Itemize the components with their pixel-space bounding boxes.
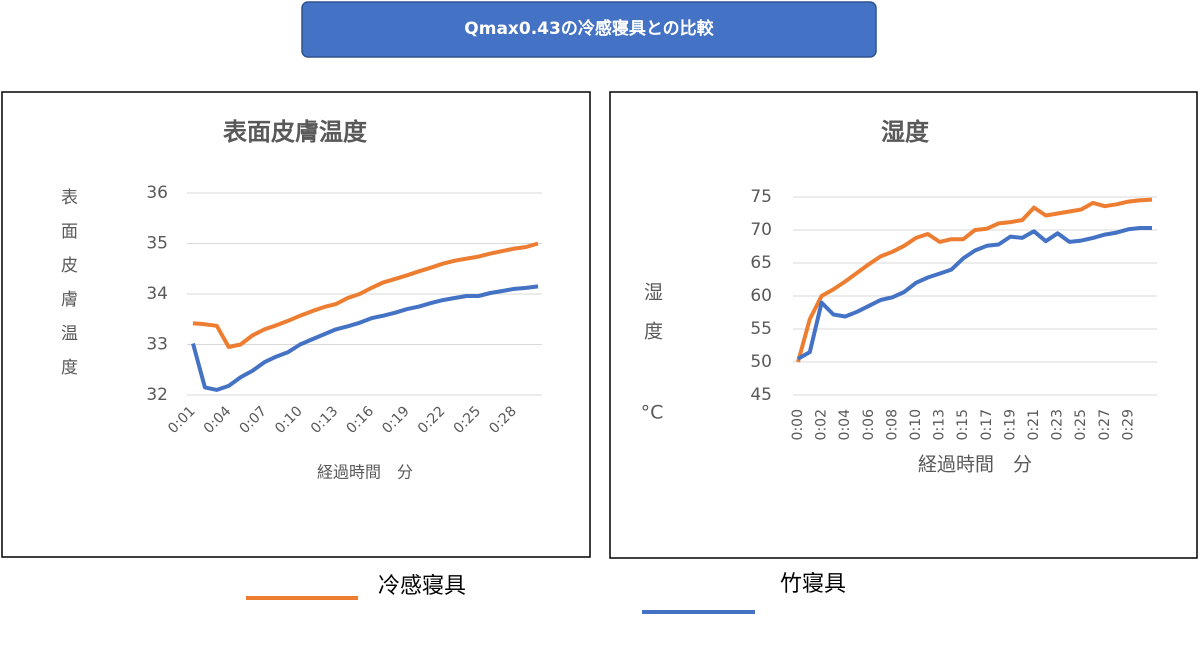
y-tick-label: 32 (146, 385, 168, 405)
chart-title: 湿度 (881, 118, 930, 146)
x-tick-label: 0:15 (955, 409, 971, 440)
x-tick-label: 0:27 (1097, 409, 1113, 440)
data-line (191, 284, 539, 392)
y-axis-label: 表面皮膚温度 (57, 188, 78, 392)
y-tick-label: 55 (750, 319, 772, 339)
banner-title: Qmax0.43の冷感寝具との比較 (464, 18, 714, 39)
y-tick-label: 33 (146, 335, 168, 355)
legend-label: 冷感寝具 (378, 574, 466, 599)
chart-frame (609, 91, 1198, 559)
chart-title: 表面皮膚温度 (223, 118, 368, 146)
x-tick-label: 0:19 (1002, 409, 1018, 440)
x-axis-label: 経過時間 分 (918, 454, 1032, 476)
banner (301, 1, 877, 58)
y-tick-label: 35 (146, 234, 168, 254)
y-tick-label: 75 (750, 187, 772, 207)
y-tick-label: 50 (750, 352, 772, 372)
x-tick-label: 0:04 (837, 409, 853, 441)
x-tick-label: 0:29 (1120, 409, 1136, 440)
x-tick-label: 0:10 (908, 409, 924, 440)
y-axis-unit: °C (641, 402, 664, 424)
x-tick-label: 0:17 (979, 409, 995, 440)
y-tick-label: 70 (750, 220, 772, 240)
x-tick-label: 0:06 (861, 409, 877, 441)
x-tick-label: 0:21 (1026, 409, 1042, 440)
chart-frame (1, 91, 591, 558)
data-line (192, 241, 539, 349)
y-tick-label: 45 (750, 385, 772, 405)
x-axis-label: 経過時間 分 (317, 463, 413, 482)
x-tick-label: 0:25 (1073, 409, 1089, 440)
x-tick-label: 0:13 (932, 409, 948, 440)
y-tick-label: 34 (146, 284, 168, 304)
y-tick-label: 36 (146, 183, 168, 203)
x-tick-label: 0:08 (884, 409, 900, 440)
y-tick-label: 65 (750, 253, 772, 273)
data-line (796, 197, 1153, 363)
y-axis-label: 湿度 (641, 282, 663, 360)
y-tick-label: 60 (750, 286, 772, 306)
x-tick-label: 0:02 (814, 409, 830, 440)
legend-label: 竹寝具 (780, 572, 846, 597)
x-tick-label: 0:00 (790, 409, 806, 440)
data-line (797, 226, 1152, 361)
x-tick-label: 0:23 (1050, 409, 1066, 440)
